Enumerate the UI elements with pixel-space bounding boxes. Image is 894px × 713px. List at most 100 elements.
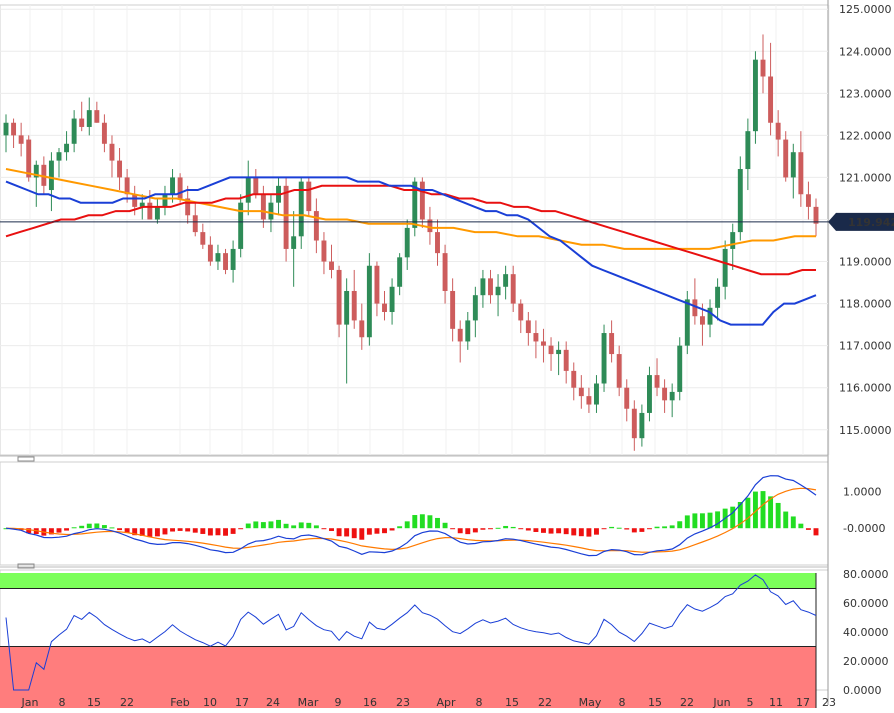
macd-hist-bar — [344, 528, 350, 537]
macd-hist-bar — [170, 528, 176, 532]
x-tick-label: Feb — [170, 696, 189, 709]
candle-body — [419, 181, 425, 220]
macd-hist-bar — [556, 528, 562, 534]
candle-body — [192, 215, 198, 233]
candle-body — [79, 118, 85, 127]
candle-body — [699, 316, 705, 325]
macd-hist-bar — [139, 528, 145, 536]
candle-body — [510, 274, 516, 304]
candle-body — [488, 278, 493, 296]
x-tick-label: 8 — [619, 696, 626, 709]
candle-body — [109, 143, 115, 161]
sma-mid-line — [5, 184, 816, 276]
macd-hist-bar — [109, 527, 115, 529]
rsi-panel-handle — [17, 563, 35, 569]
x-tick-label: 16 — [363, 696, 377, 709]
last-price-label: 119.9420 — [848, 216, 894, 229]
macd-tick-label: -0.0000 — [843, 522, 885, 535]
candle-body — [684, 299, 690, 346]
macd-hist-bar — [86, 523, 92, 529]
rsi-tick-label: 80.0000 — [843, 568, 889, 581]
candle-body — [624, 387, 630, 409]
candle-body — [71, 118, 77, 144]
candle-body — [344, 290, 350, 325]
candle-body — [707, 307, 713, 325]
x-tick-label: 15 — [505, 696, 519, 709]
candle-body — [601, 333, 607, 384]
macd-hist-bar — [601, 528, 607, 530]
candle-body — [813, 206, 819, 224]
macd-hist-bar — [177, 528, 183, 531]
candle-body — [207, 244, 213, 262]
macd-hist-bar — [192, 528, 198, 533]
candle-body — [185, 198, 191, 216]
macd-hist-bar — [783, 511, 789, 529]
candle-body — [238, 202, 244, 249]
candle-body — [351, 290, 357, 321]
candle-body — [472, 295, 478, 321]
candle-body — [397, 257, 403, 287]
candle-body — [669, 391, 675, 401]
candle-body — [215, 253, 221, 262]
macd-hist-bar — [329, 528, 334, 531]
macd-hist-bar — [472, 528, 478, 533]
candle-body — [3, 122, 9, 136]
x-tick-label: 22 — [680, 696, 694, 709]
candle-body — [18, 135, 24, 144]
macd-hist-bar — [631, 528, 637, 533]
macd-hist-bar — [71, 527, 77, 529]
candle-body — [389, 286, 395, 313]
candle-body — [132, 194, 138, 207]
candle-body — [268, 202, 274, 220]
macd-hist-bar — [684, 515, 690, 529]
candle-body — [124, 177, 130, 195]
candle-body — [56, 152, 62, 161]
x-tick-label: 24 — [266, 696, 280, 709]
candle-body — [745, 131, 751, 170]
macd-hist-bar — [616, 527, 622, 529]
macd-hist-bar — [207, 528, 213, 536]
price-tick-label: 117.0000 — [839, 340, 892, 353]
candle-body — [654, 375, 660, 388]
candle-body — [154, 206, 160, 220]
candle-body — [139, 202, 145, 207]
candle-body — [677, 345, 683, 392]
macd-hist-bar — [260, 522, 266, 529]
macd-hist-bar — [154, 528, 160, 537]
macd-hist-bar — [124, 528, 130, 533]
price-panel — [0, 4, 829, 456]
macd-hist-bar — [276, 519, 281, 529]
macd-hist-bar — [745, 497, 751, 529]
macd-hist-bar — [639, 528, 645, 532]
candle-body — [223, 253, 228, 270]
price-tick-label: 118.0000 — [839, 298, 892, 311]
price-tick-label: 124.0000 — [839, 45, 892, 58]
price-tick-label: 122.0000 — [839, 129, 892, 142]
macd-hist-bar — [374, 528, 380, 534]
candle-body — [465, 320, 471, 342]
price-tick-label: 116.0000 — [839, 382, 892, 395]
candle-body — [518, 303, 524, 321]
macd-hist-bar — [768, 496, 774, 529]
macd-hist-bar — [291, 525, 297, 529]
candle-body — [291, 236, 297, 249]
macd-panel — [0, 461, 829, 566]
candle-body — [639, 412, 645, 439]
macd-hist-bar — [760, 491, 766, 529]
x-tick-label: 15 — [648, 696, 662, 709]
macd-hist-bar — [510, 526, 516, 529]
x-tick-label: 10 — [203, 696, 217, 709]
macd-hist-bar — [518, 528, 524, 530]
macd-hist-bar — [48, 528, 54, 535]
macd-hist-bar — [692, 513, 698, 529]
macd-hist-bar — [215, 528, 221, 536]
macd-hist-bar — [790, 516, 796, 529]
candle-body — [101, 122, 107, 144]
macd-hist-bar — [313, 525, 319, 529]
candle-body — [117, 160, 123, 178]
macd-hist-bar — [268, 521, 274, 529]
macd-hist-bar — [730, 506, 736, 529]
x-tick-label: 17 — [235, 696, 249, 709]
candle-body — [805, 194, 811, 207]
macd-hist-bar — [442, 522, 448, 529]
